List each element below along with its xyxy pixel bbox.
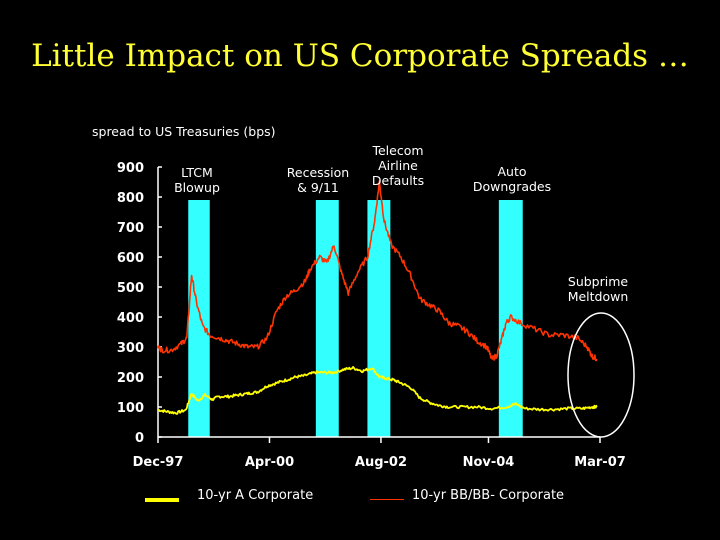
shaded-period-1 bbox=[188, 200, 210, 437]
annotation-2: Recession & 9/11 bbox=[287, 165, 349, 195]
y-tick-label-400: 400 bbox=[117, 311, 144, 326]
x-tick-label-4: Nov-04 bbox=[463, 455, 515, 470]
annotation-1: LTCM Blowup bbox=[174, 165, 220, 195]
shaded-period-2 bbox=[315, 200, 339, 437]
tick-labels: 0 100 200 300 400 500 600 700 800 900 Dec-97 Apr-00… bbox=[117, 161, 626, 470]
legend-swatch-bb-corporate bbox=[370, 499, 404, 500]
x-tick-label-5: Mar-07 bbox=[574, 455, 626, 470]
annotation-5: Subprime Meltdown bbox=[568, 274, 629, 304]
shaded-periods bbox=[188, 200, 523, 437]
x-tick-label-3: Aug-02 bbox=[355, 455, 407, 470]
legend-swatch-a-corporate bbox=[145, 498, 179, 502]
y-tick-label-300: 300 bbox=[117, 341, 144, 356]
y-tick-label-500: 500 bbox=[117, 281, 144, 296]
annotation-3: Telecom Airline Defaults bbox=[371, 143, 424, 188]
annotations: LTCM Blowup Recession & 9/11 Telecom Airline D… bbox=[174, 143, 628, 304]
subprime-highlight-ellipse bbox=[567, 312, 635, 438]
y-tick-label-200: 200 bbox=[117, 371, 144, 386]
shaded-period-4 bbox=[498, 200, 523, 437]
series-lines bbox=[157, 180, 598, 415]
annotation-4: Auto Downgrades bbox=[473, 164, 551, 194]
y-tick-label-600: 600 bbox=[117, 251, 144, 266]
legend-label-a-corporate: 10-yr A Corporate bbox=[197, 488, 314, 503]
legend-label-bb-corporate: 10-yr BB/BB- Corporate bbox=[412, 488, 565, 503]
y-tick-label-800: 800 bbox=[117, 191, 144, 206]
series-line-a-corporate bbox=[158, 365, 598, 415]
series-line-bb-corporate bbox=[157, 180, 598, 362]
y-tick-label-900: 900 bbox=[117, 161, 144, 176]
y-tick-label-0: 0 bbox=[135, 431, 144, 446]
x-tick-label-1: Dec-97 bbox=[133, 455, 184, 470]
y-tick-label-100: 100 bbox=[117, 401, 144, 416]
x-tick-label-2: Apr-00 bbox=[245, 455, 294, 470]
y-axis-label: spread to US Treasuries (bps) bbox=[92, 124, 276, 139]
y-tick-label-700: 700 bbox=[117, 221, 144, 236]
chart-title: Little Impact on US Corporate Spreads … bbox=[31, 38, 689, 74]
